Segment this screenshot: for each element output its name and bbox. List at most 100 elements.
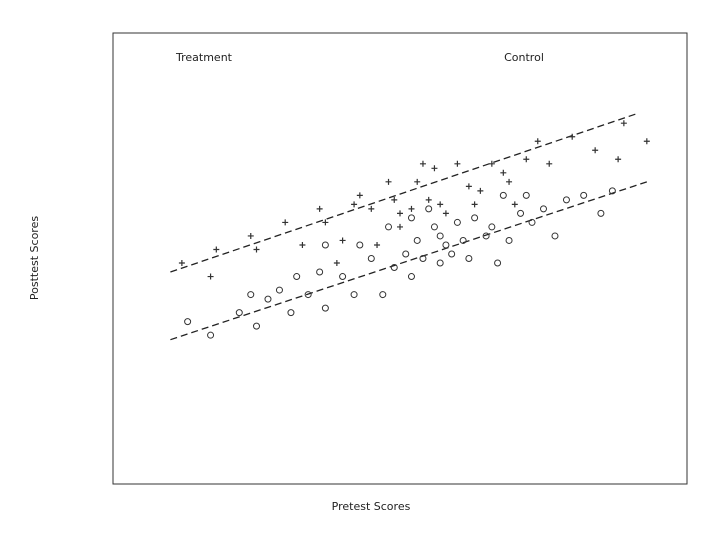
point-control-44 <box>551 232 559 240</box>
point-control-15 <box>356 241 364 249</box>
point-control-9 <box>304 291 312 299</box>
point-control-3 <box>247 291 255 299</box>
point-treatment-30 <box>488 160 495 167</box>
point-control-48 <box>608 187 616 195</box>
point-treatment-4 <box>253 246 260 253</box>
point-control-4 <box>253 322 260 330</box>
point-treatment-12 <box>356 192 363 199</box>
point-control-1 <box>207 331 215 339</box>
point-treatment-39 <box>615 156 622 163</box>
point-control-32 <box>459 236 467 244</box>
point-control-13 <box>339 273 347 281</box>
point-control-41 <box>522 191 530 199</box>
point-control-8 <box>293 273 301 281</box>
point-control-42 <box>528 218 536 226</box>
trendline-control <box>170 181 648 341</box>
point-treatment-7 <box>316 205 323 212</box>
point-control-46 <box>580 191 588 199</box>
plot-frame <box>112 32 688 485</box>
point-treatment-10 <box>339 237 346 244</box>
point-control-31 <box>453 218 461 226</box>
point-control-18 <box>385 223 393 231</box>
point-treatment-20 <box>414 178 421 185</box>
point-treatment-35 <box>534 138 541 145</box>
point-control-0 <box>184 318 192 326</box>
point-control-38 <box>499 191 507 199</box>
y-axis-label: Posttest Scores <box>28 216 41 300</box>
point-treatment-9 <box>333 260 340 267</box>
legend-label-control: Control <box>504 51 544 64</box>
point-control-26 <box>430 223 438 231</box>
point-control-20 <box>402 250 410 258</box>
point-treatment-6 <box>299 241 306 248</box>
point-treatment-22 <box>425 196 432 203</box>
point-control-10 <box>316 268 324 276</box>
point-control-39 <box>505 236 513 244</box>
point-treatment-24 <box>437 201 444 208</box>
point-treatment-8 <box>322 219 329 226</box>
point-control-33 <box>465 255 473 262</box>
point-control-17 <box>379 291 387 299</box>
point-treatment-38 <box>592 147 599 154</box>
point-treatment-40 <box>620 120 627 127</box>
point-control-45 <box>562 196 570 204</box>
point-treatment-17 <box>397 210 403 217</box>
point-treatment-19 <box>408 205 415 212</box>
point-treatment-5 <box>282 219 289 226</box>
point-treatment-16 <box>391 196 398 203</box>
point-treatment-33 <box>511 201 518 208</box>
point-control-23 <box>413 236 421 244</box>
point-control-6 <box>275 286 283 294</box>
point-treatment-31 <box>500 169 507 176</box>
point-control-35 <box>482 232 490 240</box>
point-treatment-41 <box>643 138 650 145</box>
point-control-5 <box>264 295 272 303</box>
point-treatment-11 <box>351 201 358 208</box>
point-control-2 <box>235 309 243 317</box>
point-control-28 <box>436 259 444 267</box>
point-treatment-26 <box>454 160 461 167</box>
point-control-16 <box>367 255 375 262</box>
point-treatment-34 <box>523 156 530 163</box>
plot-layer <box>170 113 650 341</box>
point-treatment-3 <box>247 232 254 239</box>
point-treatment-29 <box>477 187 484 194</box>
point-control-7 <box>287 309 295 317</box>
point-treatment-0 <box>178 260 185 267</box>
point-treatment-23 <box>431 165 438 172</box>
point-control-22 <box>407 273 415 281</box>
point-control-29 <box>442 241 450 249</box>
point-treatment-14 <box>374 241 381 248</box>
x-axis-label: Pretest Scores <box>332 500 411 513</box>
point-treatment-1 <box>207 273 214 280</box>
point-control-24 <box>419 255 427 262</box>
point-control-14 <box>350 291 358 299</box>
point-treatment-13 <box>368 205 375 212</box>
point-control-30 <box>448 250 456 258</box>
point-control-12 <box>321 241 329 249</box>
point-control-37 <box>494 259 502 267</box>
point-treatment-32 <box>506 178 513 185</box>
point-control-43 <box>540 205 547 213</box>
legend-label-treatment: Treatment <box>175 51 233 64</box>
point-control-34 <box>471 214 479 222</box>
point-treatment-2 <box>213 246 220 253</box>
point-treatment-27 <box>465 183 472 190</box>
trendline-treatment <box>170 113 636 273</box>
point-treatment-21 <box>419 160 426 167</box>
point-control-11 <box>321 304 329 312</box>
point-control-27 <box>436 232 444 240</box>
point-treatment-28 <box>471 201 478 208</box>
point-control-47 <box>597 209 605 217</box>
point-treatment-18 <box>397 223 403 230</box>
point-treatment-25 <box>442 210 449 217</box>
point-treatment-36 <box>546 160 553 167</box>
point-control-25 <box>425 205 433 213</box>
point-control-19 <box>390 264 398 272</box>
point-control-21 <box>407 214 415 222</box>
point-control-40 <box>517 209 525 217</box>
point-control-36 <box>488 223 496 231</box>
point-treatment-15 <box>385 178 392 185</box>
point-treatment-37 <box>569 133 576 140</box>
